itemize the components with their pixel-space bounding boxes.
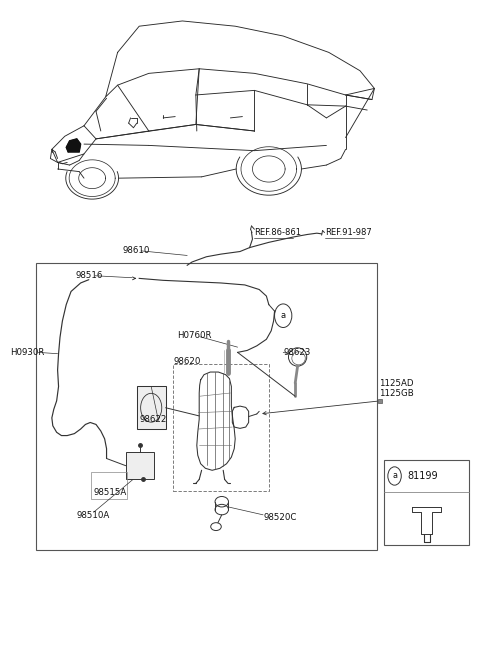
Bar [137,386,166,429]
Text: 98516: 98516 [76,271,103,280]
Text: 98620: 98620 [174,357,201,366]
Text: 98610: 98610 [122,246,150,255]
Text: H0760R: H0760R [177,331,211,340]
Polygon shape [66,139,81,152]
Text: H0930R: H0930R [11,348,45,357]
Text: 98515A: 98515A [94,488,127,497]
Bar [36,263,377,550]
Bar [91,472,127,499]
Text: 81199: 81199 [407,471,438,481]
Bar [384,460,469,545]
Text: a: a [392,472,397,481]
Text: 98622: 98622 [139,415,167,424]
Text: 98623: 98623 [283,348,311,357]
Text: 98510A: 98510A [77,511,110,520]
Text: 1125AD: 1125AD [379,379,414,388]
Text: a: a [281,311,286,320]
Text: REF.86-861: REF.86-861 [254,228,301,237]
Text: 98520C: 98520C [264,513,298,522]
Text: 1125GB: 1125GB [379,388,414,398]
Bar [173,364,269,491]
Text: REF.91-987: REF.91-987 [325,228,372,237]
Bar [126,452,154,479]
